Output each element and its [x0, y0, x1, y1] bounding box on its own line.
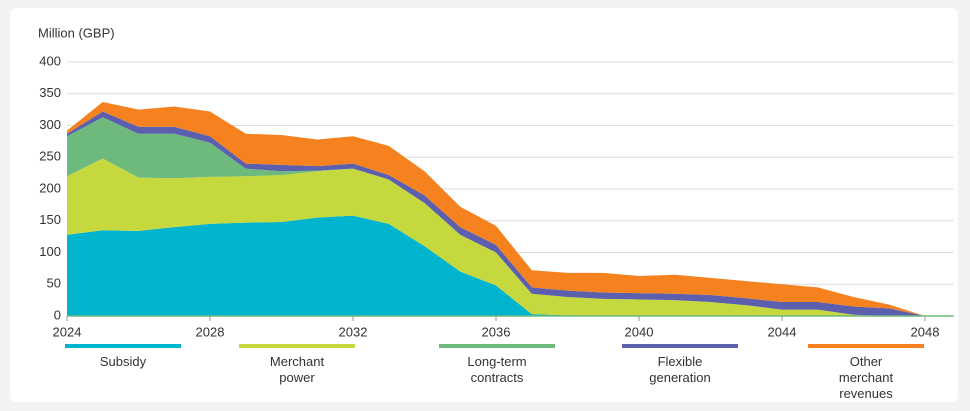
y-tick-label: 200	[39, 180, 61, 195]
legend: Subsidy Merchant power Long-term contracts…	[0, 344, 970, 404]
area	[67, 111, 925, 316]
x-tick-label: 2040	[625, 324, 654, 339]
legend-item: Flexible generation	[622, 344, 738, 386]
y-tick-label: 50	[47, 276, 61, 291]
x-tick-label: 2044	[768, 324, 797, 339]
y-tick-label: 0	[54, 307, 61, 322]
legend-swatch	[439, 344, 555, 348]
legend-item: Merchant power	[239, 344, 355, 386]
legend-label: Merchant power	[269, 354, 325, 385]
legend-label: Other merchant revenues	[838, 354, 894, 401]
legend-label: Subsidy	[99, 354, 147, 369]
y-tick-label: 100	[39, 244, 61, 259]
legend-swatch	[239, 344, 355, 348]
y-tick-label: 350	[39, 85, 61, 100]
x-tick-label: 2036	[482, 324, 511, 339]
y-tick-label: 150	[39, 212, 61, 227]
area	[67, 102, 925, 316]
x-tick-label: 2024	[53, 324, 82, 339]
legend-swatch	[622, 344, 738, 348]
x-tick-label: 2028	[196, 324, 225, 339]
y-tick-label: 250	[39, 149, 61, 164]
areas	[67, 102, 925, 317]
legend-item: Long-term contracts	[439, 344, 555, 386]
legend-item: Other merchant revenues	[808, 344, 924, 402]
area	[67, 215, 925, 316]
legend-item: Subsidy	[65, 344, 181, 370]
y-tick-label: 400	[39, 53, 61, 68]
legend-swatch	[65, 344, 181, 348]
x-tick-label: 2048	[911, 324, 940, 339]
x-tick-label: 2032	[339, 324, 368, 339]
y-tick-label: 300	[39, 117, 61, 132]
legend-label: Flexible generation	[649, 354, 711, 385]
area	[67, 117, 925, 317]
y-axis-label: Million (GBP)	[38, 25, 115, 40]
legend-swatch	[808, 344, 924, 348]
area	[67, 158, 925, 316]
legend-label: Long-term contracts	[467, 354, 527, 385]
